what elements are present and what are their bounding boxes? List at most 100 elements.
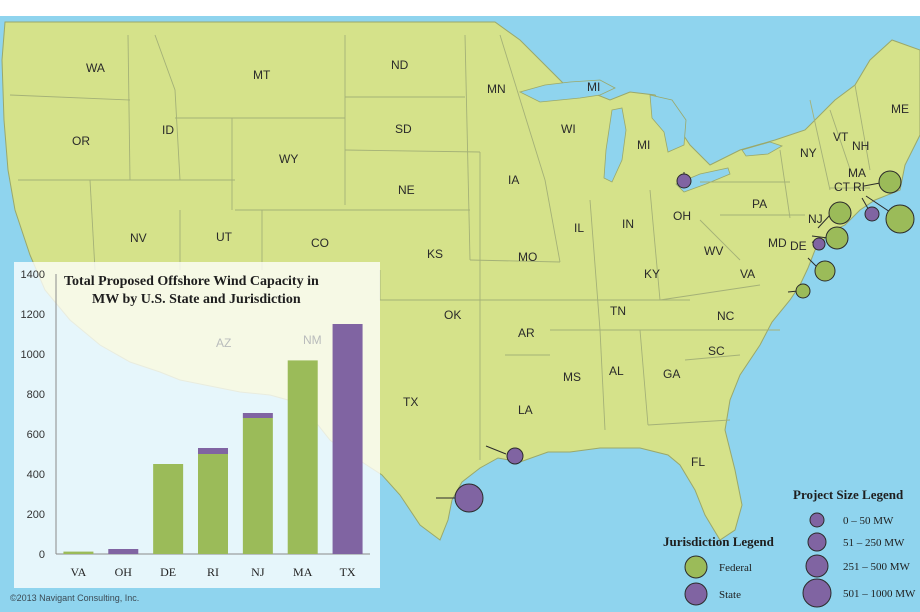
- state-label-oh: OH: [673, 209, 691, 223]
- capacity-chart: AZ NM Total Proposed Offshore Wind Capac…: [14, 262, 380, 588]
- state-label-de: DE: [790, 239, 807, 253]
- size-legend-501-1000-label: 501 – 1000 MW: [843, 588, 916, 600]
- project-ohio-lake-erie[interactable]: [676, 173, 692, 189]
- state-label-il: IL: [574, 221, 584, 235]
- bar-nj-state: [242, 413, 273, 418]
- jurisdiction-legend-title: Jurisdiction Legend: [663, 534, 775, 549]
- y-tick-label: 1400: [21, 269, 45, 281]
- state-label-wa: WA: [86, 61, 105, 75]
- legend-state-swatch: [684, 582, 708, 606]
- project-new-jersey-north[interactable]: [828, 201, 852, 225]
- state-label-vt: VT: [833, 130, 849, 144]
- x-category-label: MA: [293, 565, 313, 579]
- state-label-in: IN: [622, 217, 634, 231]
- state-label-ut: UT: [216, 230, 233, 244]
- chart-panel: [14, 262, 380, 588]
- state-label-id: ID: [162, 123, 174, 137]
- state-label-va: VA: [740, 267, 755, 281]
- x-category-label: VA: [71, 565, 87, 579]
- y-tick-label: 200: [27, 509, 45, 521]
- project-rhode-island-state[interactable]: [864, 206, 880, 222]
- state-label-ms: MS: [563, 370, 581, 384]
- state-label-ky: KY: [644, 267, 660, 281]
- lake-ontario: [741, 141, 783, 157]
- state-label-nh: NH: [852, 139, 869, 153]
- lake-superior: [518, 79, 616, 103]
- size-legend-501-1000-swatch: [802, 578, 832, 608]
- size-legend-251-500-swatch: [805, 554, 829, 578]
- state-label-sd: SD: [395, 122, 412, 136]
- bar-de-federal: [153, 464, 184, 554]
- project-delaware[interactable]: [814, 260, 836, 282]
- state-label-ia: IA: [508, 173, 519, 187]
- y-tick-label: 1000: [21, 349, 45, 361]
- state-label-ct: CT: [834, 180, 851, 194]
- project-new-jersey-state[interactable]: [812, 237, 826, 251]
- state-label-wy: WY: [279, 152, 298, 166]
- state-label-ga: GA: [663, 367, 680, 381]
- state-label-ne: NE: [398, 183, 415, 197]
- state-label-wv: WV: [704, 244, 723, 258]
- state-label-me: ME: [891, 102, 909, 116]
- x-category-label: NJ: [251, 565, 265, 579]
- state-labels: WA OR ID MT WY ND SD NE NV UT CO KS OK T…: [72, 58, 909, 469]
- lake-huron: [649, 94, 687, 153]
- project-massachusetts[interactable]: [878, 170, 902, 194]
- y-tick-label: 600: [27, 429, 45, 441]
- state-label-ri: RI: [853, 180, 865, 194]
- x-category-label: TX: [340, 565, 356, 579]
- bar-ma-federal: [287, 360, 318, 554]
- bar-oh-state: [108, 549, 139, 554]
- y-tick-label: 400: [27, 469, 45, 481]
- size-legend-51-250-swatch: [807, 532, 827, 552]
- state-label-pa: PA: [752, 197, 767, 211]
- x-category-label: OH: [115, 565, 133, 579]
- legend-federal-swatch: [684, 555, 708, 579]
- state-label-sc: SC: [708, 344, 725, 358]
- chart-bars: [63, 324, 363, 554]
- size-legend-51-250-label: 51 – 250 MW: [843, 537, 905, 549]
- legend-state-label: State: [719, 589, 741, 601]
- size-legend: Project Size Legend 0 – 50 MW 51 – 250 M…: [793, 487, 916, 608]
- state-label-ny: NY: [800, 146, 817, 160]
- state-label-ar: AR: [518, 326, 535, 340]
- state-label-or: OR: [72, 134, 90, 148]
- bar-ri-federal: [198, 454, 228, 554]
- state-label-mi: MI: [637, 138, 650, 152]
- chart-title-line-2: MW by U.S. State and Jurisdiction: [92, 292, 301, 307]
- y-tick-label: 1200: [21, 309, 45, 321]
- state-label-mn: MN: [487, 82, 506, 96]
- x-category-label: RI: [207, 565, 219, 579]
- copyright-credit: ©2013 Navigant Consulting, Inc.: [10, 593, 139, 603]
- state-label-nv: NV: [130, 231, 147, 245]
- state-label-md: MD: [768, 236, 787, 250]
- jurisdiction-legend: Jurisdiction Legend Federal State: [663, 534, 775, 606]
- project-rhode-island-federal[interactable]: [885, 204, 915, 234]
- lake-michigan: [603, 107, 627, 183]
- state-label-nm: NM: [303, 333, 322, 347]
- state-label-wi: WI: [561, 122, 576, 136]
- size-legend-251-500-label: 251 – 500 MW: [843, 561, 911, 573]
- state-label-al: AL: [609, 364, 624, 378]
- project-markers: [436, 170, 915, 513]
- state-label-mo: MO: [518, 250, 537, 264]
- project-texas-south[interactable]: [454, 483, 484, 513]
- state-label-fl: FL: [691, 455, 705, 469]
- bar-nj-federal: [242, 418, 273, 554]
- chart-title-line-1: Total Proposed Offshore Wind Capacity in: [64, 274, 319, 289]
- legend-federal-label: Federal: [719, 562, 752, 574]
- project-virginia[interactable]: [795, 283, 811, 299]
- x-category-label: DE: [160, 565, 176, 579]
- size-legend-0-50-label: 0 – 50 MW: [843, 515, 894, 527]
- state-label-nj: NJ: [808, 212, 823, 226]
- state-label-az: AZ: [216, 336, 231, 350]
- state-label-tn: TN: [610, 304, 626, 318]
- project-texas-east[interactable]: [506, 447, 524, 465]
- bar-tx-state: [332, 324, 363, 554]
- y-axis-ticks: 0 200 400 600 800 1000 1200 1400: [21, 269, 45, 561]
- state-label-ks: KS: [427, 247, 443, 261]
- state-label-ok: OK: [444, 308, 461, 322]
- project-new-jersey-south[interactable]: [825, 226, 849, 250]
- state-label-la: LA: [518, 403, 533, 417]
